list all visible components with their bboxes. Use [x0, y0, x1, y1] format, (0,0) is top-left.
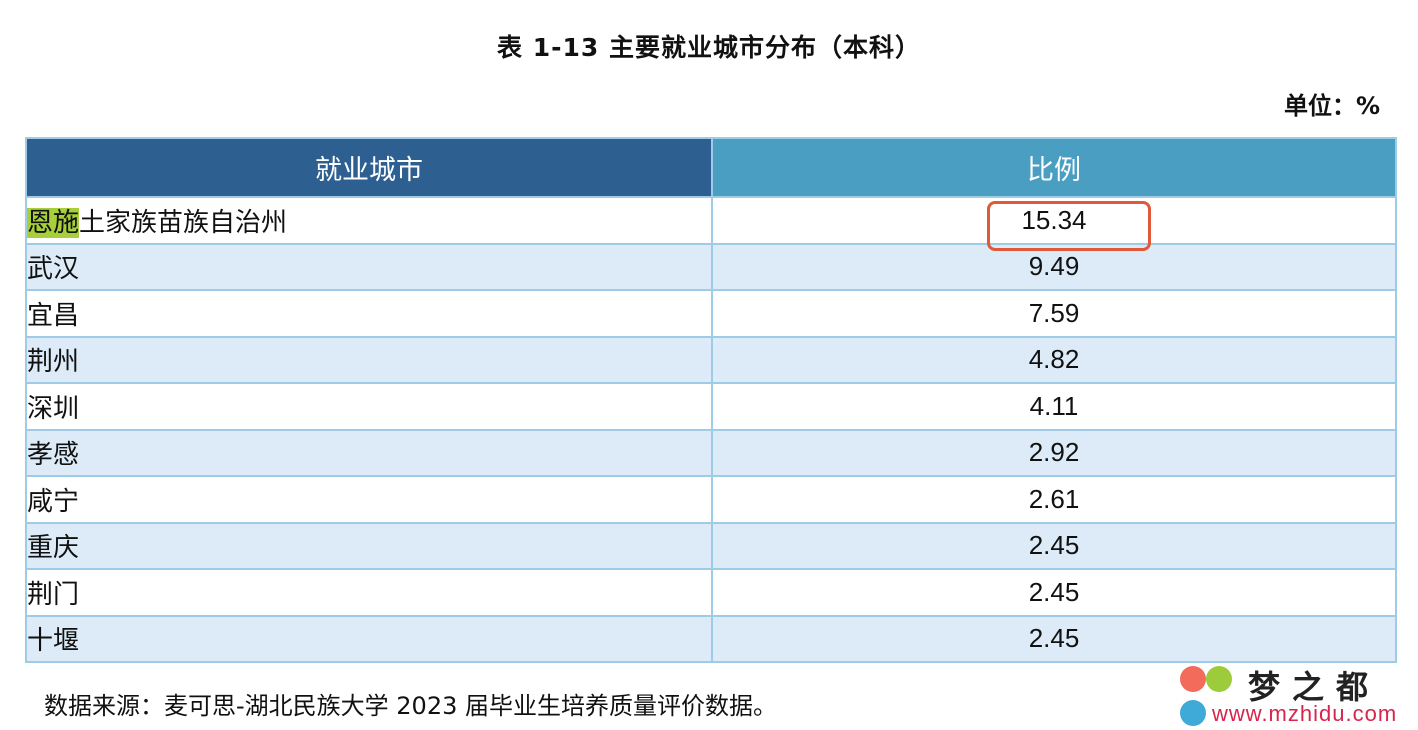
- table-row: 孝感 2.92: [25, 428, 1397, 477]
- annotation-highlight-box: [987, 201, 1151, 251]
- table-row: 深圳 4.11: [25, 382, 1397, 431]
- ratio-cell: 7.59: [711, 289, 1397, 338]
- table-row: 荆州 4.82: [25, 335, 1397, 384]
- city-cell: 宜昌: [25, 289, 713, 338]
- unit-label: 单位：%: [1283, 92, 1380, 120]
- city-cell: 武汉: [25, 242, 713, 291]
- table-caption: 表 1-13 主要就业城市分布（本科）: [497, 33, 921, 62]
- header-ratio: 比例: [711, 137, 1397, 198]
- table-row: 武汉 9.49: [25, 242, 1397, 291]
- table-row: 重庆 2.45: [25, 521, 1397, 570]
- city-name: 土家族苗族自治州: [79, 207, 288, 238]
- ratio-cell: 2.61: [711, 475, 1397, 524]
- watermark-url: www.mzhidu.com: [1212, 701, 1398, 726]
- data-source-note: 数据来源：麦可思-湖北民族大学 2023 届毕业生培养质量评价数据。: [44, 692, 777, 720]
- ratio-cell: 15.34: [711, 196, 1397, 245]
- header-city: 就业城市: [25, 137, 713, 198]
- ratio-cell: 2.45: [711, 521, 1397, 570]
- ratio-cell: 9.49: [711, 242, 1397, 291]
- city-cell: 荆门: [25, 568, 713, 617]
- city-distribution-table: 就业城市 比例 恩施土家族苗族自治州 15.34 武汉 9.49 宜昌 7.59…: [25, 137, 1397, 663]
- table-row: 宜昌 7.59: [25, 289, 1397, 338]
- city-cell: 孝感: [25, 428, 713, 477]
- highlighted-text: 恩施: [27, 207, 80, 238]
- table-row: 恩施土家族苗族自治州 15.34: [25, 196, 1397, 245]
- city-cell: 咸宁: [25, 475, 713, 524]
- watermark-logo: 梦之都 www.mzhidu.com: [1178, 660, 1418, 730]
- ratio-cell: 2.92: [711, 428, 1397, 477]
- table-row: 荆门 2.45: [25, 568, 1397, 617]
- ratio-cell: 2.45: [711, 614, 1397, 663]
- city-cell: 恩施土家族苗族自治州: [25, 196, 713, 245]
- city-cell: 重庆: [25, 521, 713, 570]
- table-row: 咸宁 2.61: [25, 475, 1397, 524]
- city-cell: 深圳: [25, 382, 713, 431]
- table-header-row: 就业城市 比例: [25, 137, 1397, 198]
- city-cell: 十堰: [25, 614, 713, 663]
- watermark-name: 梦之都: [1248, 668, 1381, 706]
- city-cell: 荆州: [25, 335, 713, 384]
- table-row: 十堰 2.45: [25, 614, 1397, 663]
- ratio-cell: 2.45: [711, 568, 1397, 617]
- ratio-cell: 4.82: [711, 335, 1397, 384]
- ratio-cell: 4.11: [711, 382, 1397, 431]
